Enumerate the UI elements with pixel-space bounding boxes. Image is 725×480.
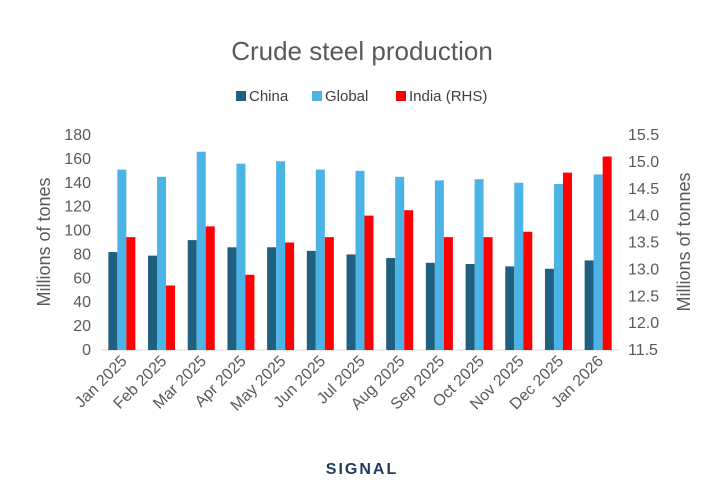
bar-china xyxy=(584,260,594,350)
y-tick-right: 13.0 xyxy=(628,261,659,278)
y-tick-right: 14.0 xyxy=(628,208,659,225)
bar-global xyxy=(514,182,524,350)
legend: China Global India (RHS) xyxy=(236,88,487,105)
bar-global xyxy=(593,174,603,350)
signal-logo: SIGNAL xyxy=(326,461,398,478)
y-tick-left: 20 xyxy=(73,318,91,335)
y-tick-left: 0 xyxy=(82,342,91,359)
bar-india-rhs xyxy=(126,237,136,350)
legend-swatch-india xyxy=(396,91,406,101)
bar-india-rhs xyxy=(205,226,215,350)
bar-china xyxy=(386,258,396,350)
legend-swatch-global xyxy=(312,91,322,101)
y-axis-title-left: Millions of tones xyxy=(34,177,54,306)
bar-global xyxy=(236,163,246,350)
legend-label-china: China xyxy=(249,88,289,105)
bar-india-rhs xyxy=(523,231,533,350)
y-axis-title-right: Millions of tonnes xyxy=(674,172,694,311)
y-tick-right: 12.5 xyxy=(628,288,659,305)
bar-india-rhs xyxy=(166,285,176,350)
bar-india-rhs xyxy=(562,172,572,350)
bar-india-rhs xyxy=(285,242,295,350)
y-tick-left: 100 xyxy=(64,223,91,240)
bar-global xyxy=(474,179,484,350)
bar-india-rhs xyxy=(364,215,374,350)
bar-india-rhs xyxy=(324,237,334,350)
y-tick-left: 120 xyxy=(64,199,91,216)
bar-global xyxy=(276,161,286,350)
legend-label-global: Global xyxy=(325,88,368,105)
legend-label-india: India (RHS) xyxy=(409,88,487,105)
bar-global xyxy=(355,170,365,350)
bar-china xyxy=(148,255,158,350)
bar-global xyxy=(553,183,563,350)
y-tick-left: 160 xyxy=(64,151,91,168)
y-tick-right: 14.5 xyxy=(628,181,659,198)
bar-global xyxy=(117,169,127,350)
y-tick-right: 15.5 xyxy=(628,127,659,144)
y-tick-right: 11.5 xyxy=(628,342,658,359)
bar-global xyxy=(315,169,325,350)
bar-china xyxy=(544,268,554,350)
chart-title: Crude steel production xyxy=(231,36,493,66)
bar-china xyxy=(425,262,435,350)
y-tick-left: 180 xyxy=(64,127,91,144)
bar-china xyxy=(306,250,316,350)
bar-china xyxy=(465,264,475,350)
bar-global xyxy=(157,176,167,350)
bar-india-rhs xyxy=(404,210,414,350)
bar-global xyxy=(434,180,444,350)
legend-swatch-china xyxy=(236,91,246,101)
bar-india-rhs xyxy=(602,156,612,350)
bar-india-rhs xyxy=(245,274,255,350)
y-tick-left: 140 xyxy=(64,175,91,192)
y-tick-right: 15.0 xyxy=(628,154,659,171)
y-tick-right: 13.5 xyxy=(628,235,659,252)
bar-india-rhs xyxy=(443,237,453,350)
bar-china xyxy=(108,252,118,350)
bar-india-rhs xyxy=(483,237,493,350)
y-tick-right: 12.0 xyxy=(628,315,659,332)
y-tick-left: 40 xyxy=(73,294,91,311)
bar-china xyxy=(346,254,356,350)
bar-global xyxy=(196,151,206,350)
bar-china xyxy=(187,240,197,350)
bar-china xyxy=(505,266,515,350)
right-tick-labels: 11.5 12.0 12.5 13.0 13.5 14.0 14.5 15.0 15.5 xyxy=(628,127,659,359)
bars xyxy=(108,151,612,350)
left-tick-labels: 0 20 40 60 80 100 120 140 160 180 xyxy=(64,127,91,359)
bar-china xyxy=(267,247,277,350)
bar-china xyxy=(227,247,237,350)
bar-global xyxy=(395,176,405,350)
y-tick-left: 80 xyxy=(73,246,91,263)
y-tick-left: 60 xyxy=(73,270,91,287)
